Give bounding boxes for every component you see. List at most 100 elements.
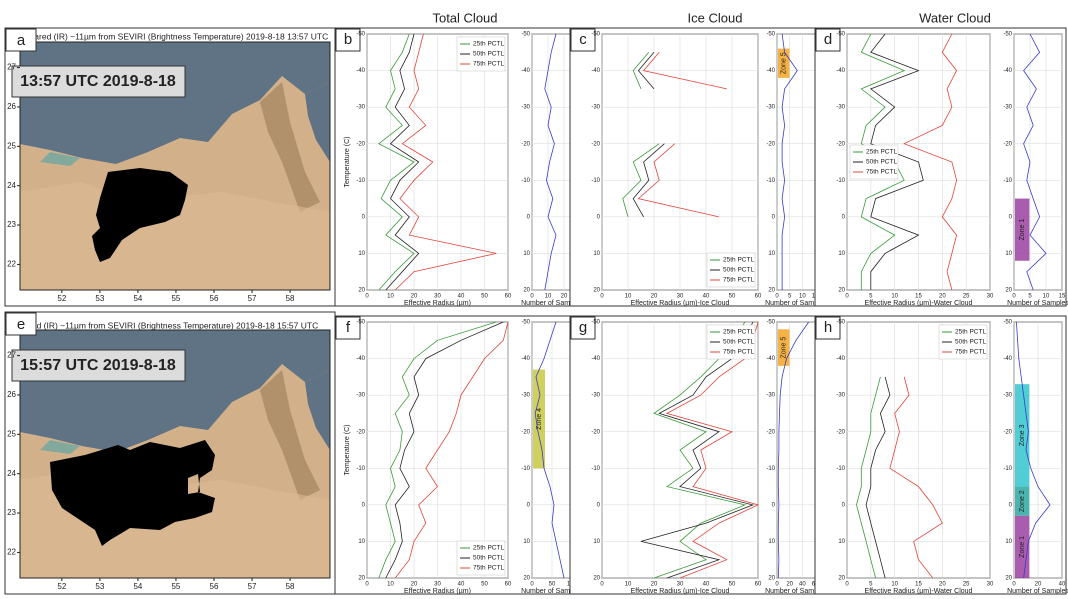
x-tick-label: 10 — [625, 582, 632, 588]
y-tick-label: -30 — [1003, 393, 1012, 399]
map-x-tick-label: 57 — [248, 582, 257, 591]
samples-line — [781, 33, 798, 290]
map-x-tick-label: 53 — [95, 294, 104, 303]
samples-line — [534, 321, 565, 579]
profile-line — [889, 376, 943, 579]
zone — [533, 369, 545, 469]
legend-label: 50th PCTL — [723, 339, 754, 346]
panel-label: g — [579, 319, 587, 336]
map-y-tick-label: 24 — [7, 469, 16, 478]
map-x-tick-label: 52 — [57, 294, 66, 303]
y-tick-label: 20 — [838, 576, 845, 582]
y-tick-label: 10 — [1005, 539, 1012, 545]
zone — [1015, 198, 1030, 261]
y-tick-label: -50 — [591, 320, 600, 326]
map-x-tick-label: 54 — [133, 294, 142, 303]
map-frame — [19, 41, 331, 291]
profile-line — [394, 321, 509, 579]
x-axis-label: Effective Radius (µm)-Water Cloud — [865, 300, 973, 307]
samples-line — [1016, 321, 1051, 579]
map-x-tick-label: 53 — [95, 582, 104, 591]
x-tick-label: 0 — [530, 294, 534, 300]
x-tick-label: 15 — [1059, 294, 1066, 300]
y-tick-label: 0 — [1009, 214, 1013, 220]
x-tick-label: 20 — [786, 582, 793, 588]
timestamp-box — [11, 65, 186, 98]
y-tick-label: -50 — [836, 320, 845, 326]
y-tick-label: -40 — [1003, 68, 1012, 74]
profile-line — [665, 321, 760, 579]
y-tick-label: 20 — [593, 288, 600, 294]
x-tick-label: 40 — [1059, 582, 1066, 588]
y-tick-label: 20 — [768, 576, 775, 582]
y-tick-label: -20 — [591, 429, 600, 435]
x-tick-label: 50 — [729, 294, 736, 300]
zone-label: Zone 5 — [781, 52, 788, 74]
y-tick-label: -20 — [1003, 429, 1012, 435]
x-tick-label: 20 — [939, 294, 946, 300]
map-y-tick-label: 25 — [7, 429, 16, 438]
y-tick-label: -10 — [1003, 466, 1012, 472]
panel-label-box — [815, 28, 841, 52]
x-tick-label: 20 — [411, 294, 418, 300]
y-tick-label: -50 — [1003, 320, 1012, 326]
x-tick-label: 20 — [651, 294, 658, 300]
x-tick-label: 15 — [915, 582, 922, 588]
y-tick-label: -50 — [1003, 32, 1012, 38]
profile-line — [856, 376, 881, 579]
x-tick-label: 0 — [600, 582, 604, 588]
y-tick-label: -10 — [591, 178, 600, 184]
y-tick-label: -40 — [766, 356, 775, 362]
map-y-tick-label: 27 — [7, 63, 16, 72]
zone — [778, 48, 790, 78]
profile-line — [640, 321, 755, 579]
y-tick-label: -10 — [836, 178, 845, 184]
legend-label: 25th PCTL — [473, 41, 504, 48]
cloud-mask — [50, 440, 215, 546]
y-tick-label: -40 — [836, 68, 845, 74]
y-tick-label: 10 — [358, 539, 365, 545]
y-tick-label: 20 — [358, 576, 365, 582]
x-tick-label: 10 — [1043, 294, 1050, 300]
y-tick-label: 0 — [362, 214, 366, 220]
x-tick-label: 10 — [387, 582, 394, 588]
cloud-mask — [92, 168, 188, 262]
map-y-tick-label: 24 — [7, 181, 16, 190]
panel-label: c — [579, 31, 587, 48]
panel-label: f — [346, 319, 351, 336]
x-tick-label: 20 — [561, 294, 568, 300]
y-tick-label: -20 — [766, 141, 775, 147]
y-tick-label: -30 — [836, 393, 845, 399]
y-tick-label: -40 — [591, 356, 600, 362]
x-tick-label: 50 — [549, 582, 556, 588]
x-tick-label: 10 — [891, 582, 898, 588]
x-tick-label: 60 — [755, 294, 762, 300]
y-tick-label: 10 — [838, 539, 845, 545]
panel-label-box — [570, 316, 596, 340]
panel-label-box — [5, 312, 37, 336]
x-tick-label: 60 — [505, 582, 512, 588]
profile-line — [865, 376, 891, 579]
x-axis-label: Number of Samples — [1007, 588, 1068, 595]
y-tick-label: -10 — [591, 466, 600, 472]
y-tick-label: 0 — [772, 214, 776, 220]
map-x-tick-label: 58 — [286, 582, 295, 591]
legend-label: 50th PCTL — [723, 267, 754, 274]
y-tick-label: -30 — [766, 393, 775, 399]
panel-label: e — [17, 316, 25, 333]
y-tick-label: 20 — [1005, 288, 1012, 294]
y-tick-label: 20 — [768, 288, 775, 294]
y-tick-label: -20 — [836, 141, 845, 147]
panel-label: a — [17, 32, 26, 49]
x-tick-label: 40 — [458, 582, 465, 588]
x-tick-label: 50 — [481, 294, 488, 300]
y-tick-label: 10 — [1005, 251, 1012, 257]
x-tick-label: 30 — [434, 582, 441, 588]
y-tick-label: 0 — [597, 502, 601, 508]
legend-box — [706, 324, 756, 360]
x-tick-label: 10 — [625, 294, 632, 300]
y-tick-label: -30 — [766, 105, 775, 111]
y-tick-label: 0 — [362, 502, 366, 508]
y-tick-label: -50 — [356, 32, 365, 38]
profile-line — [385, 33, 420, 291]
